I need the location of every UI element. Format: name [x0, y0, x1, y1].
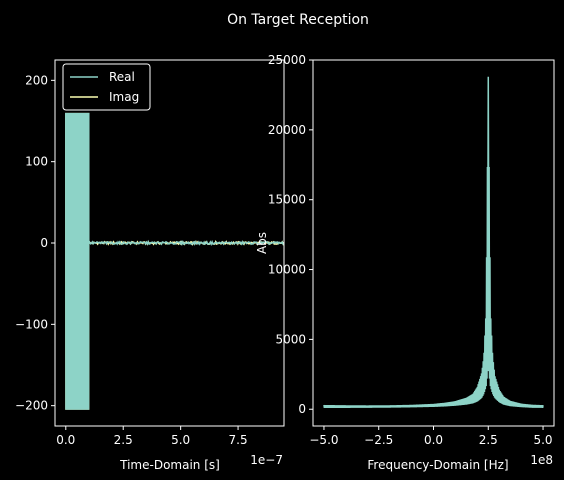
y-tick-label: 25000 [268, 53, 306, 67]
x-tick-label: 5.0 [171, 433, 190, 447]
legend-box [62, 63, 151, 111]
x-tick-label: 5.0 [533, 433, 552, 447]
legend-label: Imag [109, 90, 139, 104]
y-tick-label: 200 [25, 73, 48, 87]
series-abs-line [323, 76, 544, 408]
y-tick-label: 0 [40, 236, 48, 250]
y-tick-label: −100 [15, 317, 48, 331]
series-layer [65, 112, 284, 410]
time-domain-ticks: 0.0 2.5 5.0 7.5 −200 −100 0 100 200 [15, 73, 248, 447]
x-tick-label: 2.5 [479, 433, 498, 447]
series-real-line [65, 112, 284, 410]
frequency-domain-plot-area [323, 76, 544, 408]
figure-title: On Target Reception [227, 12, 369, 28]
x-tick-label: 2.5 [114, 433, 133, 447]
y-tick-label: 15000 [268, 193, 306, 207]
y-tick-label: −200 [15, 399, 48, 413]
frequency-domain-x-offset: 1e8 [530, 453, 553, 467]
frequency-domain-y-label: Abs [255, 232, 269, 254]
y-tick-label: 0 [298, 402, 306, 416]
y-tick-label: 5000 [275, 332, 306, 346]
x-tick-label: 0.0 [56, 433, 75, 447]
legend-label: Real [109, 70, 135, 84]
x-tick-label: −2.5 [364, 433, 393, 447]
time-domain-x-label: Time-Domain [s] [119, 458, 220, 472]
time-domain-plot-area [65, 112, 284, 410]
time-domain-x-offset: 1e−7 [250, 453, 283, 467]
frequency-domain-ticks: −5.0 −2.5 0.0 2.5 5.0 0 5000 10000 15000 20000 250… [268, 53, 553, 447]
x-tick-label: 7.5 [229, 433, 248, 447]
time-domain-axes: 0.0 2.5 5.0 7.5 −200 −100 0 100 200 Time-Domain … [15, 59, 285, 472]
y-tick-label: 20000 [268, 123, 306, 137]
x-tick-label: −5.0 [309, 433, 338, 447]
y-tick-label: 100 [25, 155, 48, 169]
time-domain-legend: Real Imag [62, 63, 151, 111]
x-tick-label: 0.0 [424, 433, 443, 447]
frequency-domain-x-label: Frequency-Domain [Hz] [367, 458, 508, 472]
series-layer [323, 76, 544, 408]
frequency-domain-axes: −5.0 −2.5 0.0 2.5 5.0 0 5000 10000 15000 20000 250… [255, 53, 555, 472]
y-tick-label: 10000 [268, 263, 306, 277]
